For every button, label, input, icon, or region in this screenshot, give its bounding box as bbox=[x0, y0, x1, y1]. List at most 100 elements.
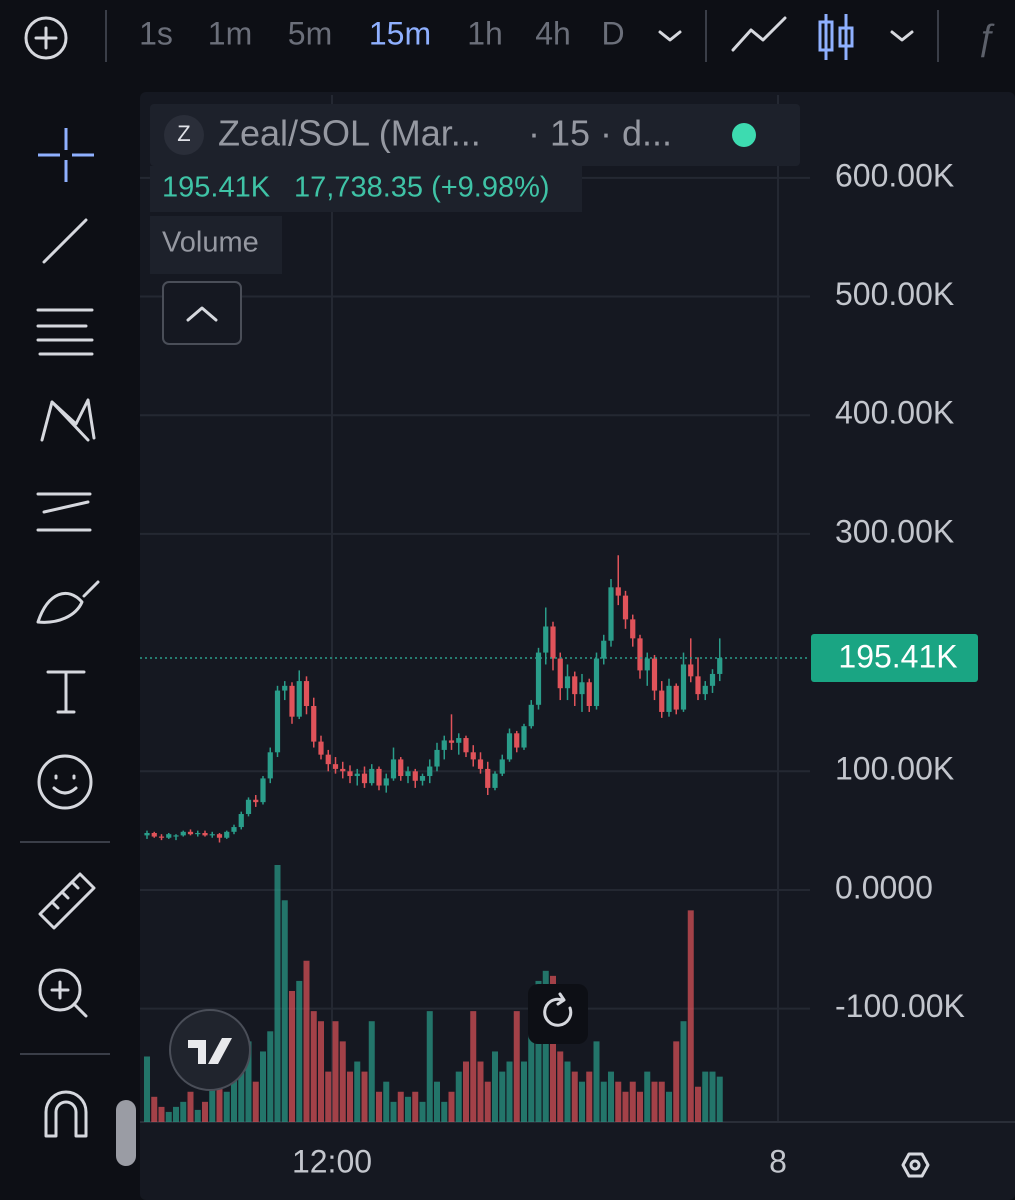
symbol-details: · 15 · d... bbox=[528, 113, 672, 154]
candle-body bbox=[550, 626, 556, 659]
candle-body bbox=[419, 776, 426, 781]
reset-button[interactable] bbox=[528, 984, 588, 1044]
candle-body bbox=[180, 831, 186, 836]
pattern-tool[interactable] bbox=[40, 398, 96, 442]
candle-body bbox=[195, 832, 201, 835]
volume-bar bbox=[281, 900, 288, 1122]
x-tick-label: 8 bbox=[769, 1143, 787, 1179]
volume-bar bbox=[361, 1071, 368, 1122]
candle-body bbox=[151, 832, 157, 837]
last-price-tag bbox=[811, 634, 978, 683]
brush-tool[interactable] bbox=[36, 580, 100, 624]
volume-bar bbox=[550, 975, 556, 1122]
candle-body bbox=[390, 759, 397, 779]
chart-panel bbox=[140, 92, 1015, 1200]
volume-bar bbox=[521, 1061, 527, 1122]
collapse-button[interactable] bbox=[162, 281, 242, 345]
interval-button[interactable]: 1m bbox=[208, 15, 252, 51]
indicator-name[interactable]: Volume bbox=[162, 227, 259, 259]
x-tick-label: 12:00 bbox=[292, 1143, 372, 1179]
candle-body bbox=[318, 741, 324, 755]
interval-button[interactable]: 15m bbox=[369, 15, 431, 51]
add-button[interactable] bbox=[24, 16, 68, 60]
symbol-name[interactable]: Zeal/SOL (Mar... bbox=[218, 113, 481, 154]
zoom-tool[interactable] bbox=[38, 968, 82, 1012]
trend-line-tool[interactable] bbox=[42, 218, 88, 264]
volume-bar bbox=[209, 1086, 216, 1122]
measure-tool[interactable] bbox=[38, 872, 96, 930]
candle-body bbox=[521, 726, 527, 748]
indicator-box bbox=[150, 216, 282, 274]
volume-bar bbox=[158, 1106, 165, 1122]
projection-tool[interactable] bbox=[36, 492, 92, 532]
interval-button[interactable]: 5m bbox=[288, 15, 332, 51]
volume-bar bbox=[325, 1071, 332, 1122]
volume-bar bbox=[397, 1091, 404, 1122]
volume-bar bbox=[513, 1011, 520, 1122]
reset-icon bbox=[543, 992, 573, 1027]
candle-body bbox=[593, 658, 600, 707]
interval-button[interactable]: D bbox=[601, 15, 624, 51]
candle-body bbox=[173, 835, 179, 837]
volume-bar bbox=[477, 1061, 484, 1122]
volume-bar bbox=[434, 1081, 440, 1122]
collapse-icon bbox=[186, 306, 218, 322]
volume-bar bbox=[651, 1081, 658, 1122]
magnet-tool[interactable] bbox=[44, 1090, 88, 1138]
candle-body bbox=[485, 768, 491, 788]
candle-body bbox=[354, 773, 360, 777]
candle-body bbox=[166, 834, 172, 838]
candle-body bbox=[260, 778, 266, 803]
interval-button[interactable]: 1h bbox=[467, 15, 503, 51]
volume-bar bbox=[405, 1096, 411, 1122]
volume-bar bbox=[173, 1106, 179, 1122]
candle-body bbox=[543, 626, 549, 653]
candle-body bbox=[245, 799, 252, 815]
candle-body bbox=[622, 595, 629, 620]
fib-tool[interactable] bbox=[36, 308, 94, 356]
zoom-icon bbox=[50, 980, 88, 1018]
candle-chart-button[interactable] bbox=[818, 14, 854, 60]
interval-button[interactable]: 4h bbox=[535, 15, 571, 51]
volume-bar bbox=[296, 980, 303, 1122]
volume-bar bbox=[187, 1091, 194, 1122]
volume-bar bbox=[165, 1111, 172, 1122]
volume-bar bbox=[426, 1011, 433, 1122]
volume-bar bbox=[484, 1081, 491, 1122]
line-chart-button[interactable] bbox=[731, 16, 787, 52]
candle-body bbox=[535, 652, 542, 705]
legend-values-box bbox=[150, 166, 582, 212]
y-tick-label: 300.00K bbox=[835, 513, 954, 549]
scrollbar[interactable] bbox=[116, 1100, 136, 1166]
volume-bar bbox=[339, 1041, 346, 1122]
settings-button[interactable] bbox=[901, 1152, 930, 1178]
emoji-tool[interactable] bbox=[37, 754, 93, 810]
candle-body bbox=[506, 733, 513, 760]
last-price-label: 195.41K bbox=[838, 638, 957, 674]
volume-bar bbox=[231, 1071, 237, 1122]
volume-bar bbox=[194, 1109, 201, 1122]
price-change: 17,738.35 (+9.98%) bbox=[294, 172, 550, 204]
candle-body bbox=[253, 799, 259, 803]
interval-menu[interactable] bbox=[658, 30, 682, 42]
volume-bar bbox=[716, 1076, 723, 1122]
crosshair-tool[interactable] bbox=[38, 128, 94, 182]
interval-button[interactable]: 1s bbox=[139, 15, 173, 51]
chart-type-menu[interactable] bbox=[890, 30, 914, 42]
tv-logo[interactable] bbox=[169, 1009, 251, 1091]
volume-bar bbox=[528, 1031, 535, 1122]
symbol-icon-bg bbox=[164, 115, 204, 155]
candle-body bbox=[651, 658, 658, 691]
text-tool[interactable] bbox=[46, 670, 86, 714]
volume-bar bbox=[542, 970, 549, 1122]
indicators-button[interactable]: ƒ bbox=[976, 17, 996, 59]
volume-bar bbox=[506, 1061, 513, 1122]
candle-body bbox=[412, 771, 418, 781]
volume-bar bbox=[608, 1071, 614, 1122]
candle-icon bbox=[818, 20, 834, 52]
candle-body bbox=[528, 704, 534, 727]
candle-body bbox=[644, 658, 650, 671]
candle-body bbox=[369, 768, 375, 784]
volume-bar bbox=[455, 1071, 462, 1122]
y-tick-label: 600.00K bbox=[835, 157, 954, 193]
